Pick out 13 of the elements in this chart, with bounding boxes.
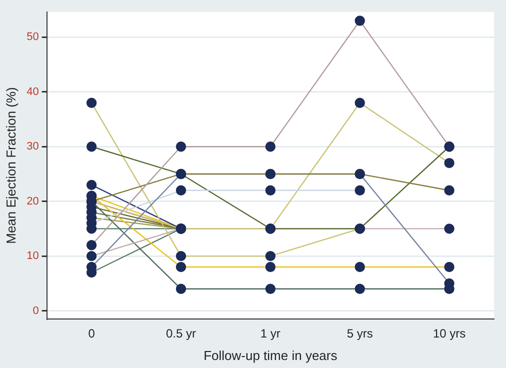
y-tick-label: 20 (26, 195, 39, 208)
y-tick-label: 50 (26, 31, 39, 44)
x-tick-label: 5 yrs (346, 326, 373, 341)
y-tick-label: 30 (26, 140, 39, 153)
x-tick-label: 10 yrs (432, 326, 466, 341)
y-tick-label: 40 (26, 86, 39, 98)
y-axis-title: Mean Ejection Fraction (%) (3, 87, 18, 244)
x-tick-label: 0.5 yr (166, 326, 196, 341)
x-tick-label: 0 (88, 326, 96, 341)
y-tick-label: 10 (26, 250, 39, 262)
x-tick-label: 1 yr (260, 326, 280, 341)
x-axis-title: Follow-up time in years (204, 348, 338, 363)
y-tick-label: 0 (32, 304, 39, 317)
